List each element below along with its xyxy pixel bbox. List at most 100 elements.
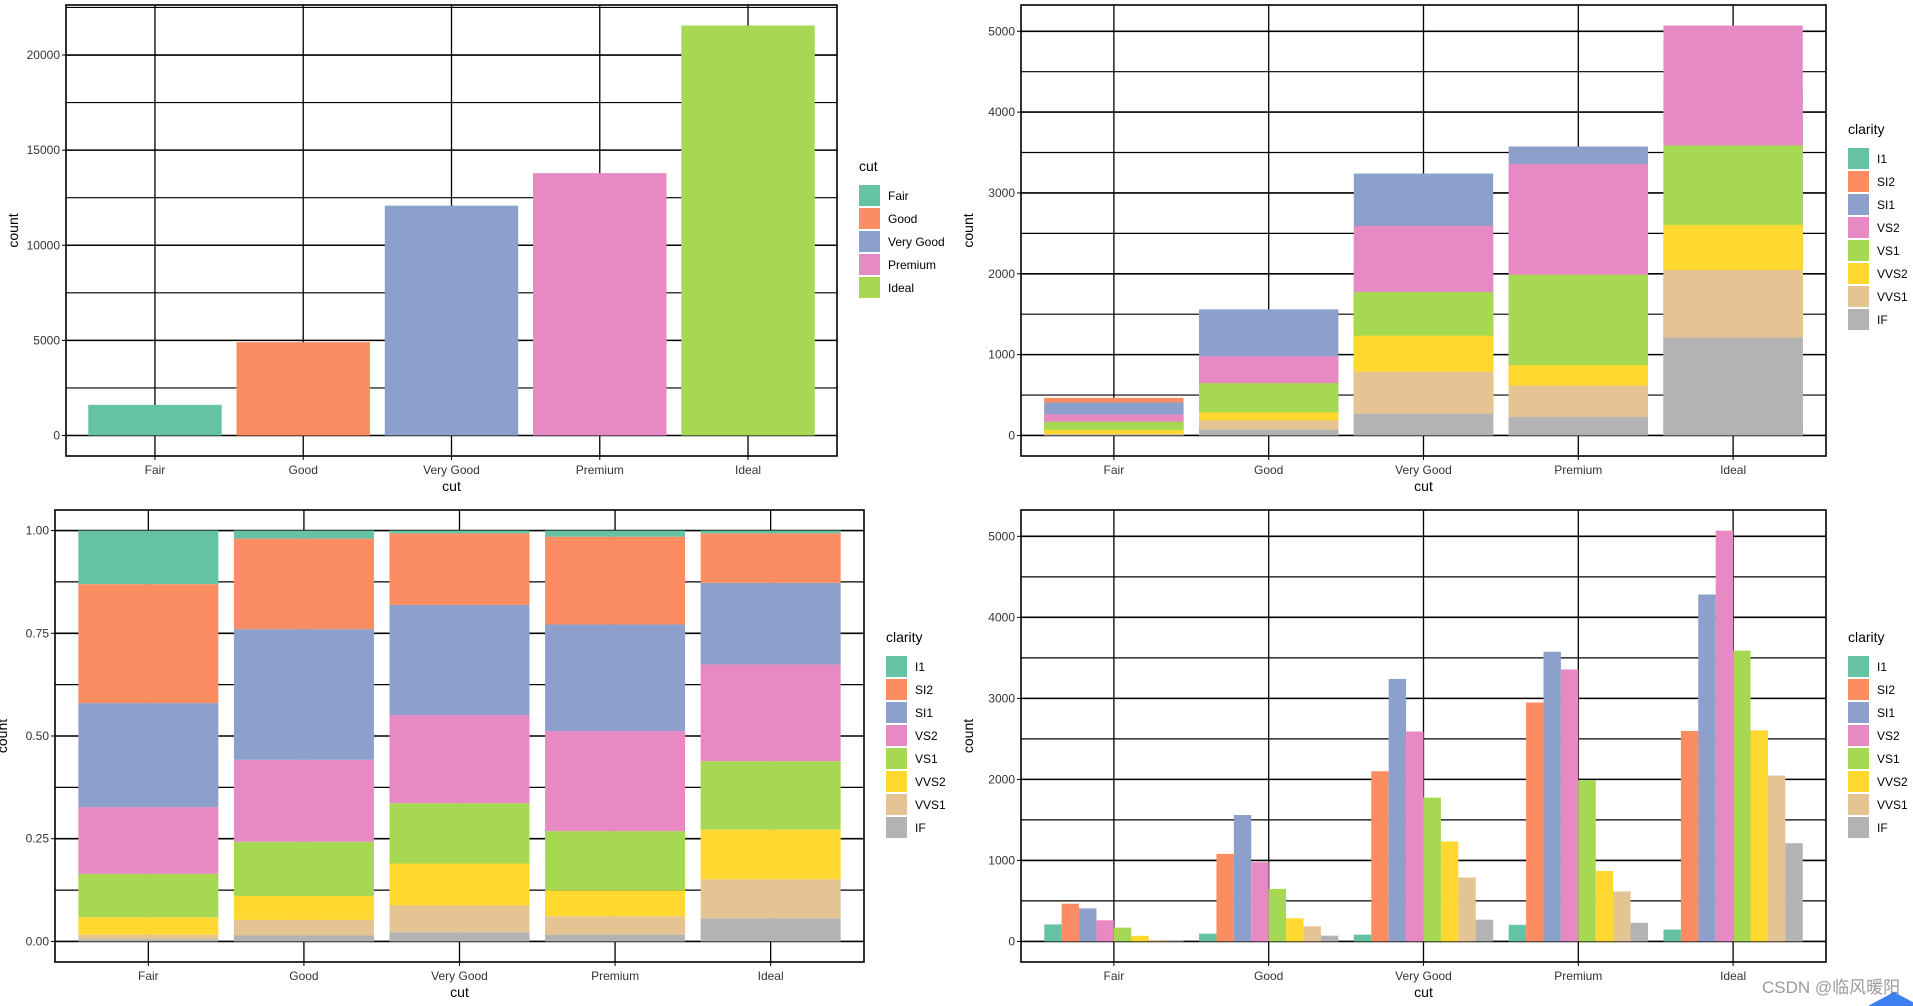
- x-tick-label: Fair: [145, 463, 166, 477]
- bar-si1: [1079, 908, 1097, 942]
- y-tick-label: 1.00: [26, 524, 50, 538]
- bar-segment-vs1: [700, 761, 841, 830]
- legend-key-vvs2: [1848, 263, 1869, 284]
- bar-segment-i1: [233, 530, 374, 539]
- x-tick-label: Ideal: [1720, 969, 1746, 983]
- legend-key-vs2: [1848, 725, 1869, 746]
- legend-key-good: [859, 208, 880, 229]
- bar-vvs2: [1286, 918, 1304, 942]
- legend-key-premium: [859, 254, 880, 275]
- scroll-top-button[interactable]: [1868, 992, 1913, 1006]
- legend-label: VS2: [1877, 221, 1900, 235]
- bar-segment-si1: [233, 629, 374, 760]
- y-tick-label: 5000: [988, 24, 1015, 38]
- legend-label: SI2: [915, 683, 933, 697]
- y-tick-label: 10000: [27, 238, 61, 252]
- bar-segment-if: [233, 935, 374, 942]
- x-axis-title: cut: [1414, 478, 1433, 494]
- legend-key-si2: [886, 679, 907, 700]
- x-tick-label: Fair: [138, 969, 159, 983]
- bar-if: [1785, 843, 1803, 942]
- legend-label: VVS2: [1877, 775, 1908, 789]
- x-axis-title: cut: [450, 984, 469, 1000]
- legend-label: VS2: [1877, 729, 1900, 743]
- bar-vs2: [1715, 530, 1734, 942]
- bar-segment-vs2: [78, 807, 219, 874]
- bar-i1: [1044, 924, 1062, 942]
- bar-ideal: [681, 25, 815, 436]
- bar-segment-vvs1: [545, 916, 686, 935]
- bar-segment-si2: [78, 584, 219, 704]
- bar-vvs2: [1750, 730, 1768, 942]
- x-tick-label: Premium: [1554, 463, 1602, 477]
- legend-key-vs1: [886, 748, 907, 769]
- bar-good: [236, 342, 370, 436]
- bar-segment-vs1: [233, 841, 374, 896]
- y-tick-label: 20000: [27, 48, 61, 62]
- bar-segment-vvs2: [545, 890, 686, 917]
- bar-segment-vvs1: [389, 905, 530, 933]
- x-tick-label: Very Good: [423, 463, 480, 477]
- legend-label: SI1: [1877, 198, 1895, 212]
- legend-key-very-good: [859, 231, 880, 252]
- bar-segment-si2: [233, 538, 374, 630]
- legend-label: IF: [1877, 313, 1888, 327]
- bar-segment-vs1: [78, 873, 219, 918]
- bar-vvs1: [1767, 775, 1786, 942]
- legend-key-vvs2: [1848, 771, 1869, 792]
- y-tick-label: 15000: [27, 143, 61, 157]
- y-tick-label: 5000: [988, 529, 1015, 543]
- bar-vvs2: [1044, 429, 1184, 436]
- legend-key-if: [886, 817, 907, 838]
- legend: clarity I1 SI2 SI1 VS2 VS1 VVS2 VVS1 IF: [1848, 629, 1908, 838]
- bar-segment-vvs2: [389, 863, 530, 906]
- legend-key-i1: [886, 656, 907, 677]
- legend-label: VS2: [915, 729, 938, 743]
- legend-label: VVS2: [915, 775, 946, 789]
- bar-vs1: [1733, 650, 1751, 942]
- x-axis-title: cut: [1414, 984, 1433, 1000]
- legend-label: SI1: [915, 706, 933, 720]
- y-tick-label: 2000: [988, 267, 1015, 281]
- legend-label: IF: [915, 821, 926, 835]
- watermark: CSDN @临风暖阳: [1762, 978, 1901, 997]
- x-tick-label: Fair: [1104, 969, 1125, 983]
- legend-title: clarity: [1848, 629, 1885, 645]
- legend-label: VS1: [915, 752, 938, 766]
- bar-vs1: [1578, 780, 1596, 942]
- x-tick-label: Fair: [1104, 463, 1125, 477]
- legend-key-vs1: [1848, 748, 1869, 769]
- chart-panel-4: 0 1000 2000 3000 4000 5000 Fair Good Very Good Pr…: [960, 509, 1908, 1000]
- bar-if: [1199, 429, 1339, 436]
- legend: clarity I1 SI2 SI1 VS2 VS1 VVS2 VVS1 IF: [1848, 121, 1908, 330]
- legend-label: Fair: [888, 189, 909, 203]
- x-tick-label: Premium: [576, 463, 624, 477]
- bar-si2: [1371, 771, 1389, 942]
- y-tick-label: 0.50: [26, 729, 50, 743]
- y-tick-label: 0: [1008, 428, 1015, 442]
- bar-fair: [88, 404, 222, 436]
- legend-label: VVS1: [1877, 290, 1908, 304]
- legend-label: Ideal: [888, 281, 914, 295]
- bar-vs1: [1268, 888, 1287, 942]
- bar-vs1: [1423, 797, 1441, 942]
- x-tick-label: Very Good: [1395, 969, 1452, 983]
- bar-if: [1320, 935, 1339, 942]
- y-axis-title: count: [960, 213, 976, 247]
- bar-if: [1353, 413, 1494, 436]
- bar-segment-vs2: [545, 731, 686, 832]
- bar-segment-si1: [700, 582, 841, 665]
- bar-if: [1166, 940, 1184, 942]
- bar-si1: [1543, 651, 1561, 942]
- bar-vs2: [1560, 669, 1579, 942]
- y-tick-label: 3000: [988, 691, 1015, 705]
- legend-key-vs1: [1848, 240, 1869, 261]
- bar-premium: [533, 173, 667, 436]
- legend-key-si1: [1848, 702, 1869, 723]
- bar-very-good: [384, 205, 519, 436]
- y-tick-label: 3000: [988, 186, 1015, 200]
- bar-vvs1: [1148, 940, 1167, 942]
- x-tick-label: Ideal: [758, 969, 784, 983]
- bar-segment-vvs1: [78, 934, 219, 940]
